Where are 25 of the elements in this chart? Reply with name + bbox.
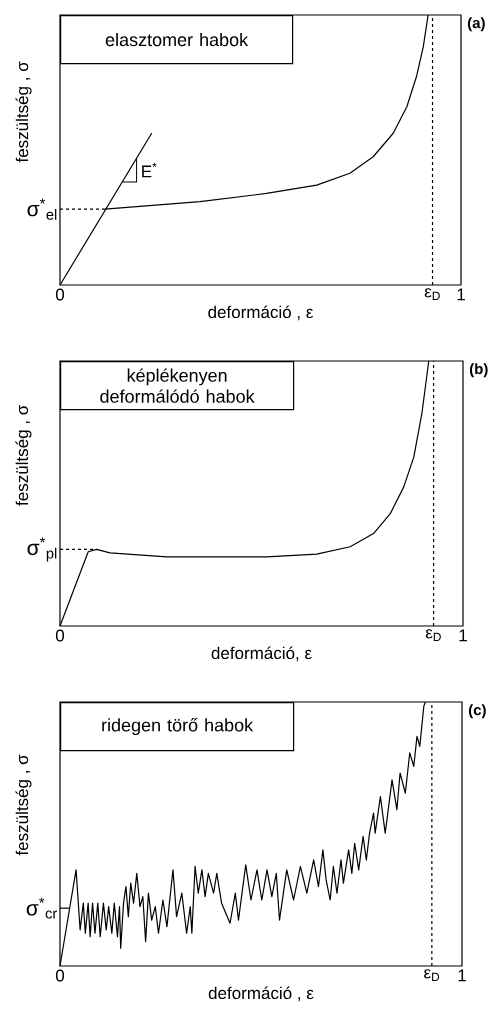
ref-line-label: ε$_{D}$ — [425, 629, 441, 641]
x-axis-title: deformáció, ε — [211, 646, 312, 662]
x-tick-label: 1 — [458, 969, 466, 982]
x-tick-label: 0 — [55, 969, 65, 982]
ref-line-label: ε$_{D}$ — [424, 969, 440, 981]
x-tick-label: 1 — [459, 629, 467, 642]
x-tick-label: 0 — [55, 629, 65, 642]
ref-line-label: σ$^{*}$el — [27, 198, 57, 220]
y-axis-title: feszültség , σ — [15, 405, 32, 506]
x-tick-label: 1 — [457, 288, 465, 301]
text: (c) — [468, 704, 486, 719]
annotation: E$^{*}$ — [142, 162, 157, 178]
x-tick-label: 0 — [55, 288, 65, 301]
text: képlékenyen deformálódó habok — [100, 368, 255, 403]
text: (a) — [467, 17, 485, 32]
y-axis-title: feszültség , σ — [15, 754, 32, 856]
x-axis-title: deformáció , ε — [208, 305, 314, 321]
y-axis-title: feszültség , σ — [15, 61, 32, 163]
x-axis-title: deformáció , ε — [208, 986, 314, 1002]
ref-line-label: σ$^{*}$cr — [26, 897, 58, 919]
text: elasztomer habok — [105, 32, 249, 47]
text: (b) — [469, 363, 488, 378]
ref-line-label: ε$_{D}$ — [424, 288, 440, 300]
ref-line-label: σ$^{*}$pl — [27, 537, 57, 562]
text: ridegen törő habok — [102, 718, 254, 736]
